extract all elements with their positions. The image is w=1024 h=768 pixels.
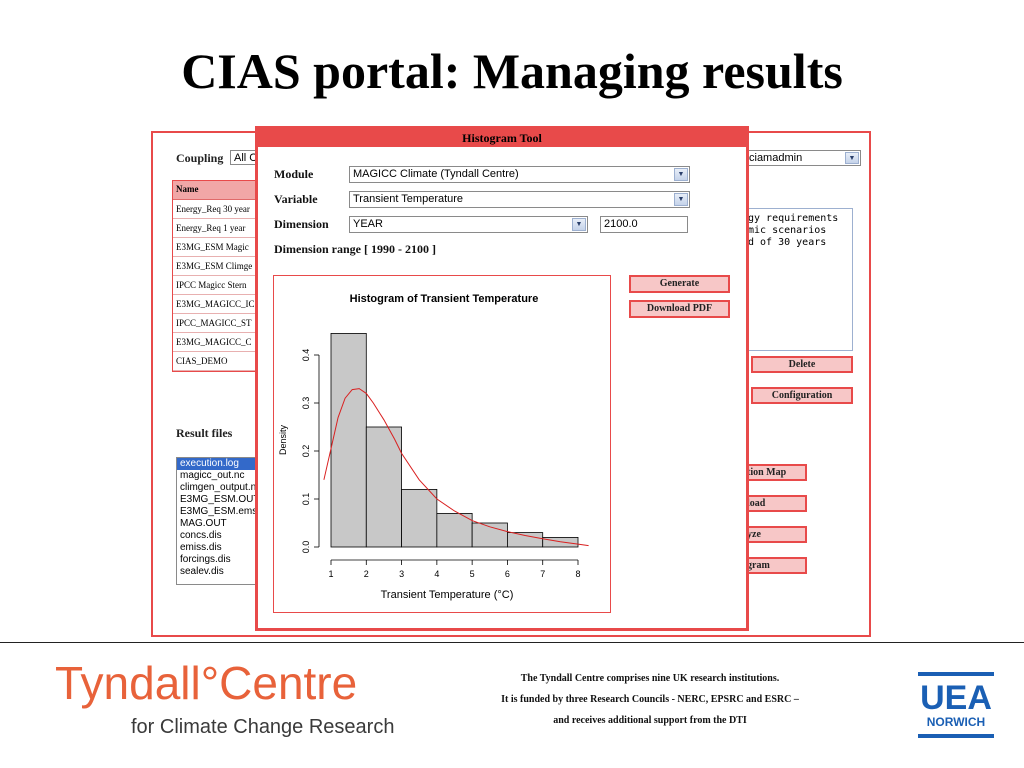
coupling-label: Coupling	[176, 151, 224, 165]
tyndall-centre-logo: Tyndall°Centre	[55, 657, 358, 709]
table-header-name: Name	[173, 181, 271, 200]
y-tick-label: 0.3	[301, 397, 311, 410]
list-item[interactable]: concs.dis	[180, 530, 222, 541]
histogram-bar	[436, 512, 473, 548]
dimension-range: Dimension range [ 1990 - 2100 ]	[274, 242, 436, 256]
y-tick-label: 0.1	[301, 493, 311, 506]
results-table: Name Energy_Req 30 year Energy_Req 1 year…	[172, 180, 272, 372]
y-tick-label: 0.4	[301, 349, 311, 362]
uea-logo-text: UEA	[920, 679, 992, 717]
description-textarea[interactable]: gy requirements mic scenarios d of 30 ye…	[745, 208, 853, 351]
delete-button[interactable]: Delete	[751, 356, 853, 373]
dimension-select-value: YEAR	[353, 218, 383, 230]
table-row[interactable]: E3MG_ESM Magic	[173, 238, 271, 257]
list-item[interactable]: emiss.dis	[180, 542, 222, 553]
footer-divider	[0, 642, 1024, 643]
x-tick-label: 6	[505, 569, 510, 579]
x-tick-label: 4	[434, 569, 439, 579]
x-tick-label: 3	[399, 569, 404, 579]
chart-axes: 1 2 3 4 5 6 7 8 0.0 0.1 0.2 0.3 0.4	[301, 349, 581, 579]
x-tick-label: 5	[470, 569, 475, 579]
user-select-value: ciamadmin	[749, 152, 803, 164]
histogram-button[interactable]: gram	[745, 557, 807, 574]
table-row[interactable]: IPCC_MAGICC_ST	[173, 314, 271, 333]
download-button[interactable]: load	[745, 495, 807, 512]
user-select[interactable]: ciamadmin ▼	[745, 150, 861, 166]
list-item[interactable]: sealev.dis	[180, 566, 224, 577]
y-tick-label: 0.2	[301, 445, 311, 458]
table-row[interactable]: E3MG_ESM Climge	[173, 257, 271, 276]
location-map-button[interactable]: tion Map	[745, 464, 807, 481]
dimension-value-input[interactable]: 2100.0	[600, 216, 688, 233]
chevron-down-icon[interactable]: ▼	[845, 152, 859, 164]
coupling-select[interactable]: All C	[230, 150, 260, 165]
result-files-list[interactable]: execution.log magicc_out.nc climgen_output…	[176, 457, 262, 585]
table-body: Energy_Req 30 year Energy_Req 1 year E3MG_…	[173, 200, 271, 371]
result-files-label: Result files	[176, 426, 233, 440]
table-row[interactable]: Energy_Req 1 year	[173, 219, 271, 238]
dialog-title: Histogram Tool	[258, 129, 746, 147]
x-tick-label: 7	[540, 569, 545, 579]
variable-select[interactable]: Transient Temperature ▼	[349, 191, 690, 208]
histogram-bar	[330, 333, 367, 548]
list-item[interactable]: climgen_output.n	[180, 482, 257, 493]
y-tick-label: 0.0	[301, 541, 311, 554]
chevron-down-icon[interactable]: ▼	[674, 193, 688, 206]
module-label: Module	[274, 167, 314, 181]
table-row[interactable]: Energy_Req 30 year	[173, 200, 271, 219]
footer-line-3: and receives additional support from the…	[553, 715, 747, 726]
histogram-bar	[401, 488, 438, 548]
list-item[interactable]: E3MG_ESM.ems	[180, 506, 258, 517]
histogram-chart: Histogram of Transient Temperature Trans…	[278, 293, 589, 601]
dimension-select[interactable]: YEAR ▼	[349, 216, 588, 233]
x-tick-label: 8	[575, 569, 580, 579]
footer-funding-text: The Tyndall Centre comprises nine UK res…	[440, 668, 860, 731]
module-select[interactable]: MAGICC Climate (Tyndall Centre) ▼	[349, 166, 690, 183]
chart-x-axis-label: Transient Temperature (°C)	[381, 589, 514, 601]
chevron-down-icon[interactable]: ▼	[674, 168, 688, 181]
variable-label: Variable	[274, 192, 318, 206]
list-item[interactable]: MAG.OUT	[180, 518, 227, 529]
configuration-button[interactable]: Configuration	[751, 387, 853, 404]
chevron-down-icon[interactable]: ▼	[572, 218, 586, 231]
table-row[interactable]: CIAS_DEMO	[173, 352, 271, 371]
analyze-button[interactable]: yze	[745, 526, 807, 543]
variable-select-value: Transient Temperature	[353, 193, 464, 205]
histogram-tool-dialog: Histogram Tool Module MAGICC Climate (Ty…	[255, 126, 749, 631]
x-tick-label: 1	[328, 569, 333, 579]
download-pdf-button[interactable]: Download PDF	[629, 300, 730, 318]
chart-y-axis-label: Density	[278, 424, 288, 455]
x-tick-label: 2	[364, 569, 369, 579]
density-curve	[323, 388, 589, 547]
module-select-value: MAGICC Climate (Tyndall Centre)	[353, 168, 519, 180]
dimension-label: Dimension	[274, 217, 329, 231]
footer-line-1: The Tyndall Centre comprises nine UK res…	[520, 673, 780, 684]
chart-title: Histogram of Transient Temperature	[350, 293, 539, 305]
histogram-bar	[542, 536, 579, 548]
tyndall-centre-subtitle: for Climate Change Research	[131, 716, 395, 738]
histogram-bar	[365, 426, 402, 548]
generate-button[interactable]: Generate	[629, 275, 730, 293]
uea-norwich-logo: UEA NORWICH	[918, 672, 994, 738]
list-item[interactable]: execution.log	[177, 458, 261, 470]
table-row[interactable]: E3MG_MAGICC_C	[173, 333, 271, 352]
table-row[interactable]: IPCC Magicc Stern	[173, 276, 271, 295]
histogram-chart-frame: Histogram of Transient Temperature Trans…	[273, 275, 611, 613]
list-item[interactable]: E3MG_ESM.OUT	[180, 494, 260, 505]
histogram-bar	[507, 532, 544, 548]
histogram-bars	[330, 333, 579, 548]
table-row[interactable]: E3MG_MAGICC_IC	[173, 295, 271, 314]
list-item[interactable]: magicc_out.nc	[180, 470, 245, 481]
uea-logo-subtext: NORWICH	[927, 715, 985, 729]
list-item[interactable]: forcings.dis	[180, 554, 231, 565]
slide-title: CIAS portal: Managing results	[181, 43, 843, 99]
footer-line-2: It is funded by three Research Councils …	[501, 694, 799, 705]
